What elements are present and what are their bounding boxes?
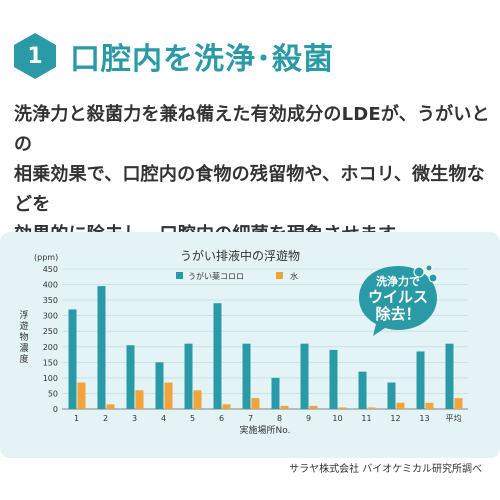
bar-gargle	[300, 343, 309, 409]
hexagon-shape	[14, 33, 56, 79]
bar-gargle	[155, 362, 164, 409]
x-tick-label: 10	[332, 414, 342, 423]
section-number-badge: 1	[10, 31, 60, 81]
y-axis-label-char: 濃	[19, 342, 28, 354]
bar-gargle	[126, 345, 135, 409]
source-note: サラヤ株式会社 バイオケミカル研究所調べ	[289, 464, 482, 475]
bar-gargle	[213, 303, 222, 409]
bubble-icon	[425, 264, 433, 272]
y-axis-unit: (ppm)	[34, 253, 58, 262]
bar-water	[454, 398, 463, 409]
bar-gargle	[358, 371, 367, 409]
x-tick-label: 3	[132, 414, 137, 423]
y-tick-label: 150	[43, 358, 58, 367]
y-axis-label-char: 遊	[19, 320, 28, 332]
bar-water	[367, 407, 376, 409]
bar-gargle	[97, 286, 106, 409]
description-line-2: 相乗効果で、口腔内の食物の残留物や、ホコリ、微生物などを	[14, 164, 485, 215]
bar-gargle	[184, 343, 193, 409]
x-tick-label: 7	[248, 414, 253, 423]
legend-swatch-water	[276, 272, 283, 279]
bar-gargle	[416, 351, 425, 409]
description-text: 洗浄力と殺菌力を兼ね備えた有効成分のLDEが、うがいとの 相乗効果で、口腔内の食…	[14, 100, 492, 250]
bar-water	[164, 382, 173, 409]
legend-label-gargle: うがい薬コロロ	[188, 271, 244, 281]
bar-water	[106, 404, 115, 409]
x-tick-label: 1	[74, 414, 79, 423]
bar-water	[338, 407, 347, 409]
virus-removal-badge	[359, 264, 438, 336]
bubble-icon	[413, 266, 425, 278]
y-tick-label: 400	[43, 281, 58, 290]
bar-gargle	[387, 382, 396, 409]
bar-water	[77, 382, 86, 409]
x-tick-label: 5	[190, 414, 195, 423]
bar-gargle	[445, 343, 454, 409]
x-tick-label: 9	[306, 414, 311, 423]
y-tick-label: 0	[53, 405, 58, 414]
description-line-1: 洗浄力と殺菌力を兼ね備えた有効成分のLDEが、うがいとの	[14, 104, 490, 155]
section-number: 1	[27, 43, 43, 69]
bar-water	[309, 405, 318, 409]
y-tick-label: 250	[43, 327, 58, 336]
badge-line-3: 除去！	[375, 305, 421, 324]
x-tick-label: 4	[161, 414, 166, 423]
badge-line-2: ウイルス	[367, 288, 428, 307]
x-tick-label: 12	[390, 414, 400, 423]
bar-gargle	[271, 377, 280, 409]
x-tick-label: 平均	[446, 413, 462, 423]
bar-water	[396, 402, 405, 409]
y-axis-label-char: 浮	[19, 309, 28, 321]
bar-gargle	[329, 349, 338, 409]
badge-line-1: 洗浄力で	[376, 275, 420, 289]
badge-text: 洗浄力で ウイルス 除去！	[355, 262, 441, 338]
y-tick-label: 100	[43, 374, 58, 383]
bar-water	[425, 402, 434, 409]
page-title: 口腔内を洗浄･殺菌	[70, 42, 334, 77]
legend-swatch-gargle	[176, 272, 183, 279]
bar-water	[251, 398, 260, 409]
y-axis-label-char: 物	[19, 331, 28, 343]
y-tick-label: 50	[48, 389, 58, 398]
bar-water	[135, 390, 144, 409]
chart-title: うがい排液中の浮遊物	[180, 248, 300, 263]
virus-icon	[428, 273, 438, 283]
bar-water	[222, 404, 231, 409]
x-axis-label: 実施場所No.	[240, 424, 291, 436]
y-tick-label: 300	[43, 312, 58, 321]
y-tick-label: 450	[43, 265, 58, 274]
bar-water	[193, 390, 202, 409]
y-tick-label: 350	[43, 296, 58, 305]
x-tick-label: 8	[277, 414, 282, 423]
legend-label-water: 水	[290, 271, 298, 281]
bar-gargle	[242, 343, 251, 409]
x-tick-label: 11	[361, 414, 371, 423]
speech-burst-shape	[359, 266, 437, 336]
bar-water	[280, 405, 289, 409]
bar-gargle	[68, 309, 77, 409]
y-tick-label: 200	[43, 343, 58, 352]
y-axis-label-char: 度	[19, 353, 28, 365]
bar-chart: うがい排液中の浮遊物 (ppm) うがい薬コロロ 水 0 50 100 150 200 250 30…	[19, 248, 468, 436]
x-tick-label: 6	[219, 414, 224, 423]
x-tick-label: 13	[419, 414, 429, 423]
x-tick-label: 2	[103, 414, 108, 423]
